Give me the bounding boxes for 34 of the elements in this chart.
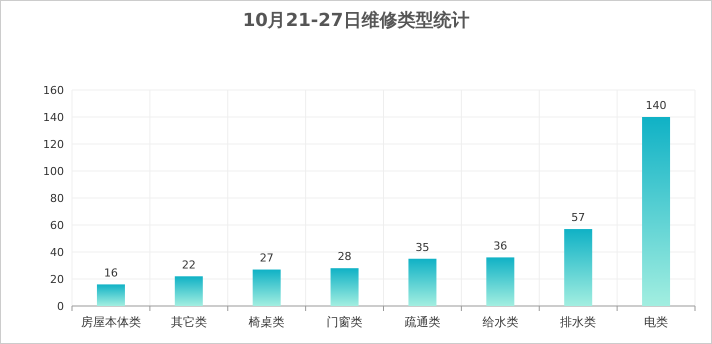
x-tick-label: 电类 <box>644 315 668 329</box>
x-tick-label: 给水类 <box>482 315 518 329</box>
y-tick-label: 100 <box>43 165 64 178</box>
x-tick-label: 其它类 <box>170 315 207 329</box>
y-tick-label: 40 <box>50 246 64 259</box>
x-tick-label: 椅桌类 <box>248 315 285 329</box>
y-tick-label: 60 <box>50 219 64 232</box>
x-tick-label: 门窗类 <box>326 315 363 329</box>
bar <box>486 257 514 306</box>
bar <box>408 258 436 306</box>
bar <box>330 268 359 306</box>
bar <box>174 276 203 306</box>
y-tick-label: 120 <box>43 138 64 151</box>
data-label: 140 <box>646 99 667 112</box>
chart-title: 10月21-27日维修类型统计 <box>242 10 470 31</box>
data-label: 22 <box>182 258 196 272</box>
y-tick-label: 80 <box>50 192 64 205</box>
y-tick-label: 0 <box>57 300 64 313</box>
bar <box>564 229 592 306</box>
y-tick-label: 20 <box>50 273 64 286</box>
x-tick-label: 房屋本体类 <box>80 315 141 329</box>
y-tick-label: 140 <box>43 111 64 124</box>
data-label: 28 <box>338 250 352 264</box>
bar <box>642 117 670 306</box>
x-tick-label: 排水类 <box>560 315 596 329</box>
x-tick-label: 疏通类 <box>404 315 440 329</box>
bar <box>252 270 281 306</box>
data-label: 57 <box>571 211 586 224</box>
bar <box>96 284 125 306</box>
data-label: 36 <box>493 239 508 252</box>
y-tick-label: 160 <box>43 84 64 97</box>
data-label: 16 <box>104 266 118 280</box>
data-label: 35 <box>415 240 430 254</box>
data-label: 27 <box>260 252 274 265</box>
